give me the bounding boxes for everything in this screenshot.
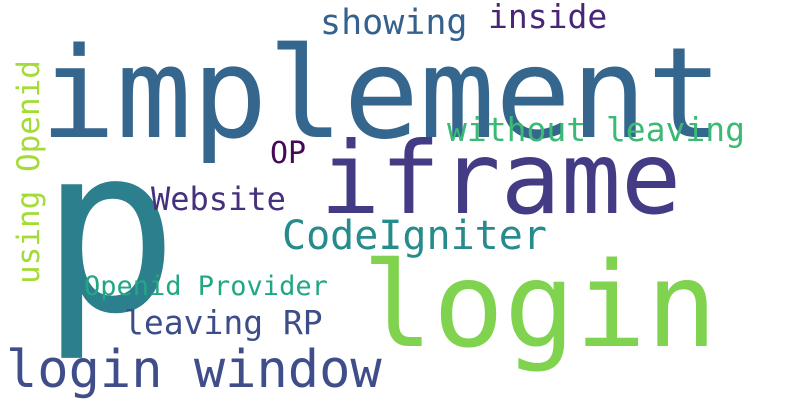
word-p: p — [40, 98, 178, 365]
word-login-window: login window — [6, 340, 382, 400]
word-iframe: iframe — [320, 120, 681, 237]
word-op: OP — [270, 136, 306, 171]
word-using-openid: using Openid — [11, 60, 47, 284]
word-without-leaving: without leaving — [447, 110, 745, 149]
word-codeigniter: CodeIgniter — [282, 213, 547, 259]
word-showing: showing — [320, 3, 468, 43]
word-inside: inside — [488, 0, 607, 36]
word-website: Website — [151, 180, 286, 218]
word-login: login — [362, 236, 717, 374]
word-openid-provider: Openid Provider — [84, 271, 328, 302]
word-leaving-rp: leaving RP — [124, 303, 323, 342]
word-implement: implement — [40, 20, 723, 167]
